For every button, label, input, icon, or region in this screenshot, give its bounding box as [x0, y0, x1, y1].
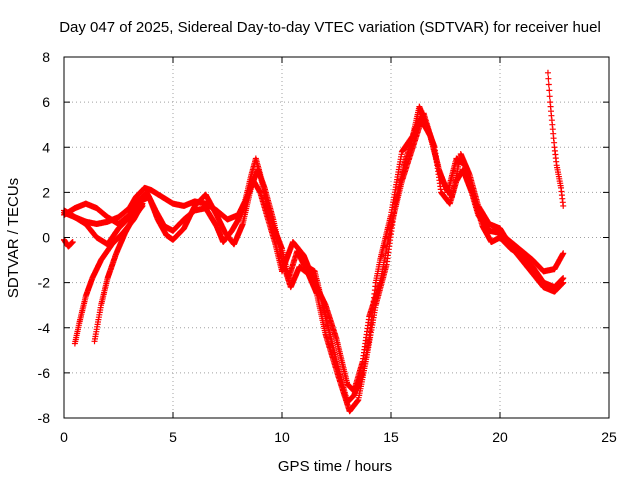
y-axis-label: SDTVAR / TECUs [5, 178, 22, 298]
series-track-g [544, 69, 567, 209]
ticks [63, 56, 610, 419]
y-tick-label: 0 [42, 230, 50, 246]
x-tick-label: 25 [601, 429, 617, 445]
y-tick-label: -2 [38, 275, 51, 291]
y-tick-label: -4 [38, 320, 51, 336]
series-track-f [91, 202, 146, 345]
y-tick-label: 8 [42, 49, 50, 65]
x-tick-label: 20 [492, 429, 508, 445]
x-tick-label: 5 [169, 429, 177, 445]
tick-labels: 0 5 10 15 20 25 -8 -6 -4 -2 0 2 4 6 8 [38, 49, 617, 445]
y-tick-label: 4 [42, 139, 50, 155]
y-tick-label: -8 [38, 410, 51, 426]
x-tick-label: 15 [383, 429, 399, 445]
x-axis-label: GPS time / hours [278, 458, 392, 475]
y-tick-label: -6 [38, 365, 51, 381]
x-tick-label: 0 [60, 429, 68, 445]
y-tick-label: 6 [42, 94, 50, 110]
y-tick-label: 2 [42, 184, 50, 200]
series-markers [92, 203, 145, 342]
chart-title: Day 047 of 2025, Sidereal Day-to-day VTE… [59, 19, 601, 36]
x-tick-label: 10 [274, 429, 290, 445]
data-point [544, 69, 551, 76]
series-markers [545, 75, 566, 206]
